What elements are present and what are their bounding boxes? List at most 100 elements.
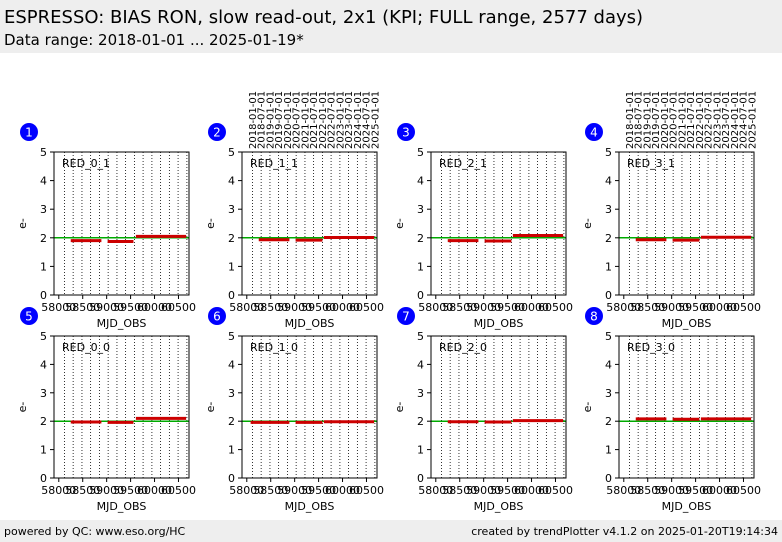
date-tick-label: 2022-01-01: [318, 91, 329, 149]
date-tick-label: 2024-01-01: [730, 91, 741, 149]
date-tick-label: 2021-07-01: [309, 91, 320, 149]
y-tick-label: 3: [417, 387, 424, 400]
y-tick-label: 1: [417, 444, 424, 457]
y-tick-label: 3: [228, 203, 235, 216]
x-tick-label: 60500: [538, 484, 573, 497]
panel-badge: [208, 123, 226, 141]
x-tick-label: 60000: [514, 301, 549, 314]
x-tick-label: 60000: [137, 484, 172, 497]
x-tick-label: 58500: [630, 301, 665, 314]
date-tick-label: 2018-07-01: [634, 91, 645, 149]
panel-number: 3: [402, 126, 410, 140]
x-tick-label: 60500: [726, 484, 761, 497]
x-tick-label: 58500: [253, 301, 288, 314]
axes-frame: [430, 151, 567, 296]
y-tick-label: 0: [228, 472, 235, 485]
date-tick-label: 2019-01-01: [265, 91, 276, 149]
x-tick-label: 58500: [65, 484, 100, 497]
x-axis-label: MJD_OBS: [474, 500, 524, 513]
date-tick-label: 2025-01-01: [747, 91, 758, 149]
x-tick-label: 58000: [418, 301, 453, 314]
x-tick-label: 60000: [702, 484, 737, 497]
y-tick-label: 3: [40, 203, 47, 216]
x-tick-label: 60000: [137, 301, 172, 314]
x-axis-label: MJD_OBS: [97, 317, 147, 330]
footer-created: created by trendPlotter v4.1.2 on 2025-0…: [471, 525, 778, 538]
y-tick-label: 2: [605, 415, 612, 428]
panel-label: RED_3_1: [627, 157, 675, 170]
y-tick-label: 0: [605, 289, 612, 302]
panel-number: 6: [213, 310, 221, 324]
axes-frame: [241, 335, 378, 479]
date-tick-label: 2023-01-01: [712, 91, 723, 149]
y-tick-label: 4: [40, 358, 47, 371]
y-tick-label: 1: [40, 444, 47, 457]
y-tick-label: 1: [605, 260, 612, 273]
x-tick-label: 58500: [442, 484, 477, 497]
x-axis-label: MJD_OBS: [97, 500, 147, 513]
y-tick-label: 0: [40, 472, 47, 485]
date-tick-label: 2023-07-01: [344, 91, 355, 149]
x-tick-label: 59500: [113, 484, 148, 497]
y-tick-label: 2: [417, 415, 424, 428]
date-tick-label: 2022-07-01: [704, 91, 715, 149]
y-tick-label: 1: [40, 260, 47, 273]
y-axis-label: e-: [16, 218, 29, 229]
x-axis-label: MJD_OBS: [285, 317, 335, 330]
y-tick-label: 4: [605, 175, 612, 188]
x-tick-label: 58000: [418, 484, 453, 497]
x-tick-label: 59500: [678, 301, 713, 314]
y-tick-label: 5: [228, 146, 235, 159]
x-tick-label: 60500: [161, 301, 196, 314]
panel-number: 2: [213, 126, 221, 140]
x-tick-label: 60500: [349, 484, 384, 497]
y-tick-label: 0: [228, 289, 235, 302]
y-tick-label: 0: [417, 289, 424, 302]
date-tick-label: 2018-07-01: [257, 91, 268, 149]
y-axis-label: e-: [393, 218, 406, 229]
date-tick-label: 2023-07-01: [721, 91, 732, 149]
x-axis-label: MJD_OBS: [474, 317, 524, 330]
panel-label: RED_2_1: [439, 157, 487, 170]
y-tick-label: 5: [605, 146, 612, 159]
date-tick-label: 2019-07-01: [274, 91, 285, 149]
panel-4: 012345580005850059000595006000060500MJD_…: [581, 91, 761, 330]
x-tick-label: 59500: [301, 301, 336, 314]
x-tick-label: 58000: [41, 301, 76, 314]
y-tick-label: 2: [228, 232, 235, 245]
y-tick-label: 2: [417, 232, 424, 245]
date-tick-label: 2020-01-01: [660, 91, 671, 149]
panel-badge: [585, 307, 603, 325]
x-tick-label: 58500: [65, 301, 100, 314]
date-tick-label: 2023-01-01: [335, 91, 346, 149]
date-tick-label: 2024-01-01: [353, 91, 364, 149]
panel-badge: [585, 123, 603, 141]
x-tick-label: 60000: [325, 301, 360, 314]
y-tick-label: 1: [417, 260, 424, 273]
y-tick-label: 3: [605, 203, 612, 216]
panel-label: RED_3_0: [627, 341, 675, 354]
axes-frame: [618, 335, 755, 479]
y-tick-label: 5: [40, 330, 47, 343]
date-tick-label: 2024-07-01: [362, 91, 373, 149]
axes-frame: [53, 151, 190, 296]
footer-credit: powered by QC: www.eso.org/HC: [4, 525, 186, 538]
date-tick-label: 2018-01-01: [248, 91, 259, 149]
x-axis-label: MJD_OBS: [662, 500, 712, 513]
x-tick-label: 59000: [89, 484, 124, 497]
date-tick-label: 2021-01-01: [300, 91, 311, 149]
panel-label: RED_0_0: [62, 341, 110, 354]
axes-frame: [53, 335, 190, 479]
x-tick-label: 59000: [277, 301, 312, 314]
axes-frame: [241, 151, 378, 296]
x-tick-label: 59500: [301, 484, 336, 497]
panel-label: RED_1_1: [250, 157, 298, 170]
page-subtitle: Data range: 2018-01-01 ... 2025-01-19*: [4, 31, 304, 49]
header-bar: ESPRESSO: BIAS RON, slow read-out, 2x1 (…: [0, 0, 782, 53]
x-tick-label: 60500: [538, 301, 573, 314]
x-tick-label: 60500: [161, 484, 196, 497]
